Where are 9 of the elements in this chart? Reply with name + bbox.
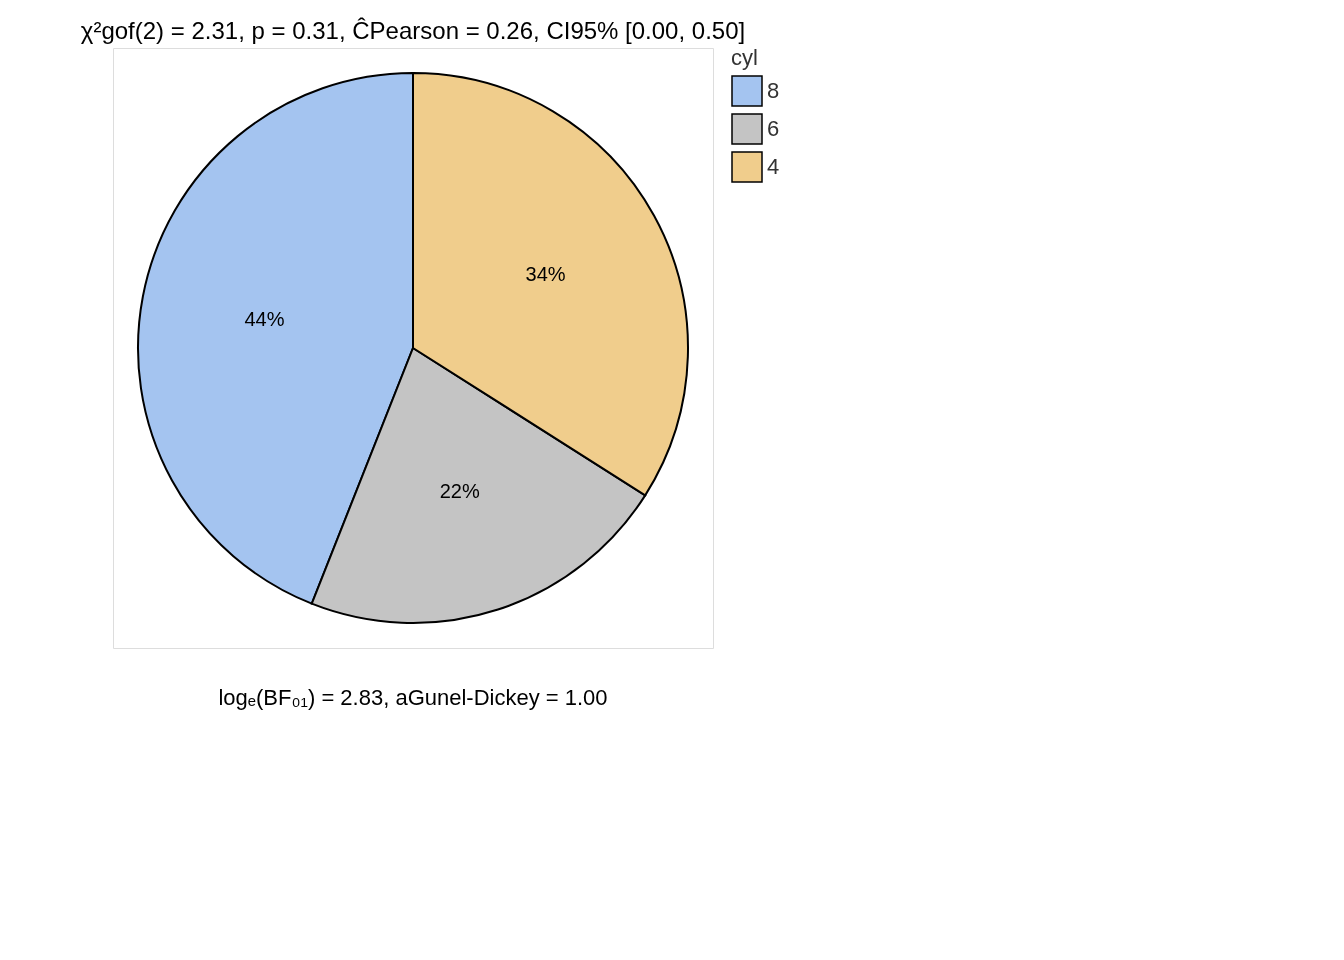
chart-title: χ²gof(2) = 2.31, p = 0.31, ĈPearson = 0.26, CI95% [0.00, 0.50] [80, 17, 746, 44]
data-label: 22% [439, 479, 480, 502]
data-label: 44% [244, 307, 285, 330]
text: logₑ(BF₀₁) = 2.83, aGunel-Dickey = 1.00 [218, 685, 608, 710]
legend-label: 6 [767, 116, 780, 141]
legend-label: 4 [767, 154, 780, 179]
legend-title: cyl [731, 45, 758, 70]
data-label: 34% [525, 263, 566, 286]
legend-label: 8 [767, 78, 780, 103]
